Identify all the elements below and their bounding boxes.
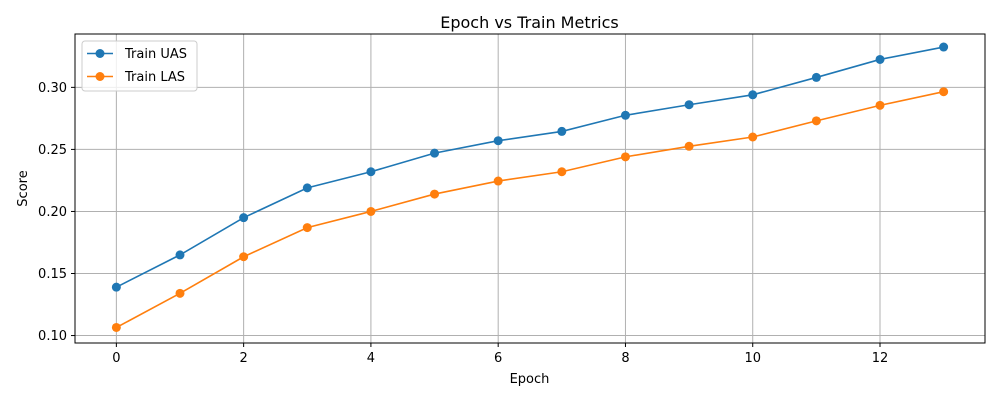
series-line-train-uas (116, 46, 944, 288)
data-point-train-las (111, 322, 121, 332)
y-tick-label: 0.15 (38, 267, 67, 282)
x-axis-label: Epoch (510, 372, 550, 387)
data-point-train-uas (302, 183, 312, 193)
x-tick-label: 8 (621, 351, 629, 366)
data-point-train-uas (875, 54, 885, 64)
data-point-train-las (239, 252, 249, 262)
x-tick-label: 2 (239, 351, 247, 366)
data-point-train-las (557, 167, 567, 177)
data-point-train-las (620, 152, 630, 162)
y-tick-label: 0.10 (38, 329, 67, 344)
y-axis-label: Score (16, 170, 31, 206)
data-point-train-uas (111, 282, 121, 292)
x-tick-label: 0 (112, 351, 120, 366)
x-tick-label: 10 (744, 351, 761, 366)
data-point-train-uas (239, 213, 249, 223)
grid-lines (75, 34, 985, 343)
data-point-train-las (684, 141, 694, 151)
plot-frame (74, 33, 986, 344)
data-point-train-uas (366, 167, 376, 177)
data-point-train-uas (620, 110, 630, 120)
data-point-train-uas (557, 126, 567, 136)
legend-label-train-uas: Train UAS (124, 47, 187, 62)
data-point-train-las (811, 116, 821, 126)
x-tick-label: 6 (494, 351, 502, 366)
data-point-train-uas (175, 250, 185, 260)
data-point-train-uas (684, 100, 694, 110)
series-line-train-las (115, 90, 944, 329)
legend: Train UAS Train LAS (81, 40, 198, 92)
data-point-train-uas (748, 90, 758, 100)
data-point-train-las (175, 288, 185, 298)
series-group (111, 42, 949, 332)
data-point-train-las (939, 87, 949, 97)
y-axis-ticks: 0.10 0.15 0.20 0.25 0.30 (38, 81, 75, 344)
chart-title: Epoch vs Train Metrics (440, 13, 619, 32)
data-point-train-uas (493, 136, 503, 146)
x-tick-label: 4 (367, 351, 375, 366)
data-point-train-las (302, 223, 312, 233)
data-point-train-uas (811, 72, 821, 82)
data-point-train-las (493, 176, 503, 186)
data-point-train-uas (430, 148, 440, 158)
data-point-train-uas (939, 42, 949, 52)
x-tick-label: 12 (872, 351, 889, 366)
legend-label-train-las: Train LAS (124, 70, 185, 85)
x-axis-ticks: 0 2 4 6 8 10 12 (112, 343, 888, 366)
y-tick-label: 0.20 (38, 205, 67, 220)
legend-marker-train-uas (95, 49, 105, 58)
data-point-train-las (875, 100, 885, 110)
legend-marker-train-las (95, 72, 105, 81)
data-point-train-las (748, 132, 758, 142)
data-point-train-las (430, 189, 440, 199)
data-point-train-las (366, 206, 376, 216)
y-tick-label: 0.25 (38, 143, 67, 158)
y-tick-label: 0.30 (38, 81, 67, 96)
